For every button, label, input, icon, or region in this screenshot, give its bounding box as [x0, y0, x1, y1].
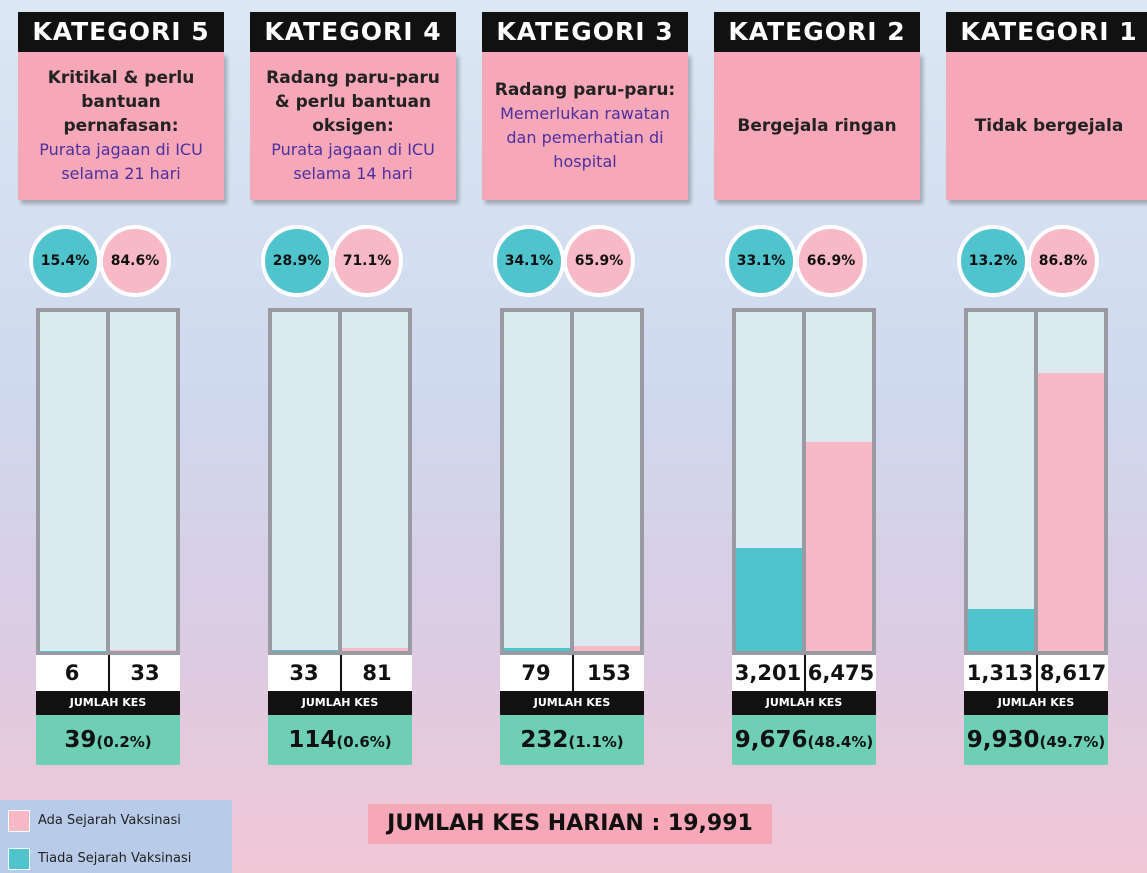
category-description: Tidak bergejala	[975, 114, 1124, 138]
category-card: Bergejala ringan	[714, 52, 920, 200]
count-caption: JUMLAH KES	[964, 691, 1108, 715]
legend-swatch	[8, 810, 30, 832]
bar	[574, 646, 640, 651]
total-value: 114	[288, 727, 336, 753]
total-share: (48.4%)	[808, 733, 874, 751]
percent-circle: 65.9%	[563, 225, 635, 297]
percent-circle: 15.4%	[29, 225, 101, 297]
percent-circle: 33.1%	[725, 225, 797, 297]
category-description: Bergejala ringan	[737, 114, 896, 138]
footer: JUMLAH KES HARIAN : 19,991	[368, 804, 772, 844]
case-count: 3,201	[732, 655, 804, 691]
category-card: Radang paru-paru & perlu bantuan oksigen…	[250, 52, 456, 200]
case-count: 33	[268, 655, 340, 691]
case-count: 153	[572, 655, 644, 691]
category-description: Kritikal & perlu bantuan pernafasan:	[28, 66, 214, 138]
category-total: 39(0.2%)	[36, 715, 180, 765]
legend-swatch	[8, 848, 30, 870]
legend: Ada Sejarah Vaksinasi Tiada Sejarah Vaksi…	[0, 800, 232, 873]
percent-circle: 28.9%	[261, 225, 333, 297]
category-note: Purata jagaan di ICU selama 14 hari	[260, 138, 446, 186]
bar	[272, 650, 338, 651]
case-count: 6	[36, 655, 108, 691]
category-description: Radang paru-paru:	[495, 78, 676, 102]
category-title: KATEGORI 5	[18, 12, 224, 52]
total-value: 9,676	[735, 727, 808, 753]
count-caption: JUMLAH KES	[36, 691, 180, 715]
category-card: Tidak bergejala	[946, 52, 1147, 200]
percent-circle: 13.2%	[957, 225, 1029, 297]
category-card: Radang paru-paru:Memerlukan rawatan dan …	[482, 52, 688, 200]
bar	[736, 548, 802, 651]
bar-divider	[570, 308, 574, 655]
total-share: (49.7%)	[1040, 733, 1106, 751]
total-share: (0.2%)	[96, 733, 151, 751]
bar	[342, 648, 408, 651]
total-share: (0.6%)	[336, 733, 391, 751]
percent-circle: 66.9%	[795, 225, 867, 297]
count-caption: JUMLAH KES	[732, 691, 876, 715]
case-count: 8,617	[1036, 655, 1108, 691]
bar	[1038, 373, 1104, 651]
bar-divider	[106, 308, 110, 655]
count-caption: JUMLAH KES	[268, 691, 412, 715]
total-value: 39	[64, 727, 96, 753]
bar	[504, 648, 570, 651]
category-title: KATEGORI 3	[482, 12, 688, 52]
case-count: 79	[500, 655, 572, 691]
bar	[806, 442, 872, 651]
percent-circle: 86.8%	[1027, 225, 1099, 297]
category-total: 114(0.6%)	[268, 715, 412, 765]
case-count: 6,475	[804, 655, 876, 691]
bar-divider	[338, 308, 342, 655]
bar	[110, 650, 176, 651]
case-count: 33	[108, 655, 180, 691]
total-value: 9,930	[967, 727, 1040, 753]
bar	[968, 609, 1034, 651]
total-share: (1.1%)	[568, 733, 623, 751]
category-card: Kritikal & perlu bantuan pernafasan:Pura…	[18, 52, 224, 200]
total-value: 232	[520, 727, 568, 753]
category-description: Radang paru-paru & perlu bantuan oksigen…	[260, 66, 446, 138]
category-note: Memerlukan rawatan dan pemerhatian di ho…	[492, 102, 678, 174]
case-count: 1,313	[964, 655, 1036, 691]
category-total: 232(1.1%)	[500, 715, 644, 765]
legend-label: Tiada Sejarah Vaksinasi	[38, 848, 191, 870]
percent-circle: 84.6%	[99, 225, 171, 297]
category-title: KATEGORI 2	[714, 12, 920, 52]
category-total: 9,930(49.7%)	[964, 715, 1108, 765]
infographic: Ada Sejarah Vaksinasi Tiada Sejarah Vaksi…	[0, 0, 1147, 873]
percent-circle: 71.1%	[331, 225, 403, 297]
legend-label: Ada Sejarah Vaksinasi	[38, 810, 181, 832]
category-note: Purata jagaan di ICU selama 21 hari	[28, 138, 214, 186]
category-title: KATEGORI 1	[946, 12, 1147, 52]
percent-circle: 34.1%	[493, 225, 565, 297]
case-count: 81	[340, 655, 412, 691]
category-title: KATEGORI 4	[250, 12, 456, 52]
category-total: 9,676(48.4%)	[732, 715, 876, 765]
count-caption: JUMLAH KES	[500, 691, 644, 715]
